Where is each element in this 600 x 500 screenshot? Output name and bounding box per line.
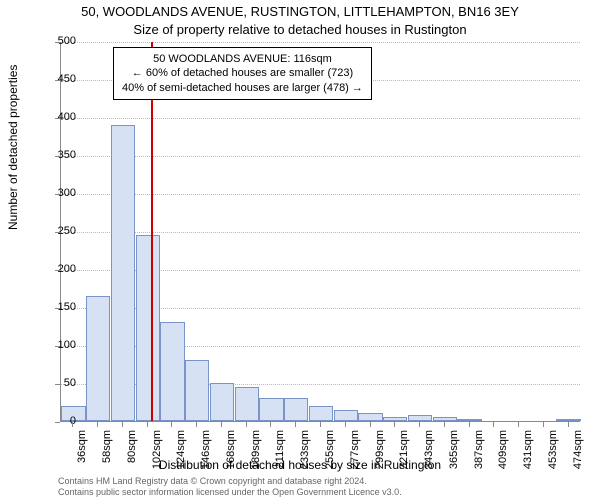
x-tick-mark: [270, 422, 271, 427]
x-tick-mark: [370, 422, 371, 427]
x-tick-mark: [295, 422, 296, 427]
x-tick-label: 189sqm: [250, 430, 262, 490]
histogram-bar: [309, 406, 333, 421]
x-tick-label: 474sqm: [572, 430, 584, 490]
histogram-bar: [136, 235, 160, 421]
x-tick-mark: [147, 422, 148, 427]
x-tick-label: 36sqm: [76, 430, 88, 490]
x-tick-label: 211sqm: [274, 430, 286, 490]
y-tick-label: 500: [36, 35, 76, 47]
histogram-bar: [235, 387, 259, 421]
y-tick-mark: [55, 194, 60, 195]
histogram-bar: [86, 296, 110, 421]
y-tick-mark: [55, 422, 60, 423]
x-tick-mark: [345, 422, 346, 427]
histogram-bar: [358, 413, 382, 421]
x-tick-label: 233sqm: [299, 430, 311, 490]
x-tick-mark: [122, 422, 123, 427]
x-tick-mark: [469, 422, 470, 427]
histogram-bar: [160, 322, 184, 421]
x-tick-mark: [196, 422, 197, 427]
y-tick-mark: [55, 80, 60, 81]
x-tick-mark: [444, 422, 445, 427]
x-tick-mark: [171, 422, 172, 427]
plot-area: 50 WOODLANDS AVENUE: 116sqm ← 60% of det…: [60, 42, 580, 422]
y-tick-label: 250: [36, 225, 76, 237]
gridline: [61, 156, 580, 157]
y-tick-mark: [55, 42, 60, 43]
histogram-bar: [210, 383, 234, 421]
x-tick-mark: [72, 422, 73, 427]
chart-container: 50, WOODLANDS AVENUE, RUSTINGTON, LITTLE…: [0, 0, 600, 500]
histogram-bar: [556, 419, 580, 421]
x-tick-mark: [493, 422, 494, 427]
histogram-bar: [383, 417, 407, 421]
x-tick-label: 343sqm: [423, 430, 435, 490]
x-tick-label: 168sqm: [225, 430, 237, 490]
histogram-bar: [185, 360, 209, 421]
x-tick-label: 431sqm: [522, 430, 534, 490]
x-tick-mark: [97, 422, 98, 427]
x-tick-label: 146sqm: [200, 430, 212, 490]
y-tick-label: 300: [36, 187, 76, 199]
x-tick-label: 409sqm: [497, 430, 509, 490]
x-tick-label: 58sqm: [101, 430, 113, 490]
y-tick-label: 0: [36, 415, 76, 427]
histogram-bar: [259, 398, 283, 421]
annotation-line-2: ← 60% of detached houses are smaller (72…: [122, 66, 363, 80]
x-tick-label: 255sqm: [324, 430, 336, 490]
histogram-bar: [284, 398, 308, 421]
x-tick-mark: [320, 422, 321, 427]
x-tick-mark: [221, 422, 222, 427]
gridline: [61, 232, 580, 233]
x-tick-mark: [419, 422, 420, 427]
annotation-box: 50 WOODLANDS AVENUE: 116sqm ← 60% of det…: [113, 47, 372, 100]
chart-subtitle: Size of property relative to detached ho…: [0, 22, 600, 37]
x-tick-mark: [394, 422, 395, 427]
x-tick-mark: [568, 422, 569, 427]
histogram-bar: [457, 419, 481, 421]
y-tick-label: 400: [36, 111, 76, 123]
gridline: [61, 118, 580, 119]
annotation-line-3: 40% of semi-detached houses are larger (…: [122, 81, 363, 95]
x-tick-label: 277sqm: [349, 430, 361, 490]
y-tick-mark: [55, 308, 60, 309]
y-tick-mark: [55, 270, 60, 271]
y-tick-label: 200: [36, 263, 76, 275]
chart-title-address: 50, WOODLANDS AVENUE, RUSTINGTON, LITTLE…: [0, 4, 600, 19]
histogram-bar: [408, 415, 432, 421]
x-tick-label: 387sqm: [473, 430, 485, 490]
gridline: [61, 42, 580, 43]
x-tick-mark: [518, 422, 519, 427]
x-tick-label: 321sqm: [398, 430, 410, 490]
gridline: [61, 194, 580, 195]
y-tick-label: 350: [36, 149, 76, 161]
y-tick-label: 150: [36, 301, 76, 313]
x-tick-label: 102sqm: [151, 430, 163, 490]
histogram-bar: [334, 410, 358, 421]
x-tick-label: 365sqm: [448, 430, 460, 490]
y-tick-mark: [55, 232, 60, 233]
x-tick-label: 124sqm: [175, 430, 187, 490]
annotation-line-1: 50 WOODLANDS AVENUE: 116sqm: [122, 52, 363, 66]
x-tick-label: 453sqm: [547, 430, 559, 490]
y-tick-label: 50: [36, 377, 76, 389]
y-tick-label: 450: [36, 73, 76, 85]
x-tick-label: 299sqm: [374, 430, 386, 490]
y-tick-mark: [55, 118, 60, 119]
y-axis-label: Number of detached properties: [6, 65, 20, 230]
histogram-bar: [111, 125, 135, 421]
y-tick-mark: [55, 384, 60, 385]
x-tick-label: 80sqm: [126, 430, 138, 490]
y-tick-label: 100: [36, 339, 76, 351]
x-tick-mark: [543, 422, 544, 427]
histogram-bar: [433, 417, 457, 421]
y-tick-mark: [55, 346, 60, 347]
x-tick-mark: [246, 422, 247, 427]
y-tick-mark: [55, 156, 60, 157]
